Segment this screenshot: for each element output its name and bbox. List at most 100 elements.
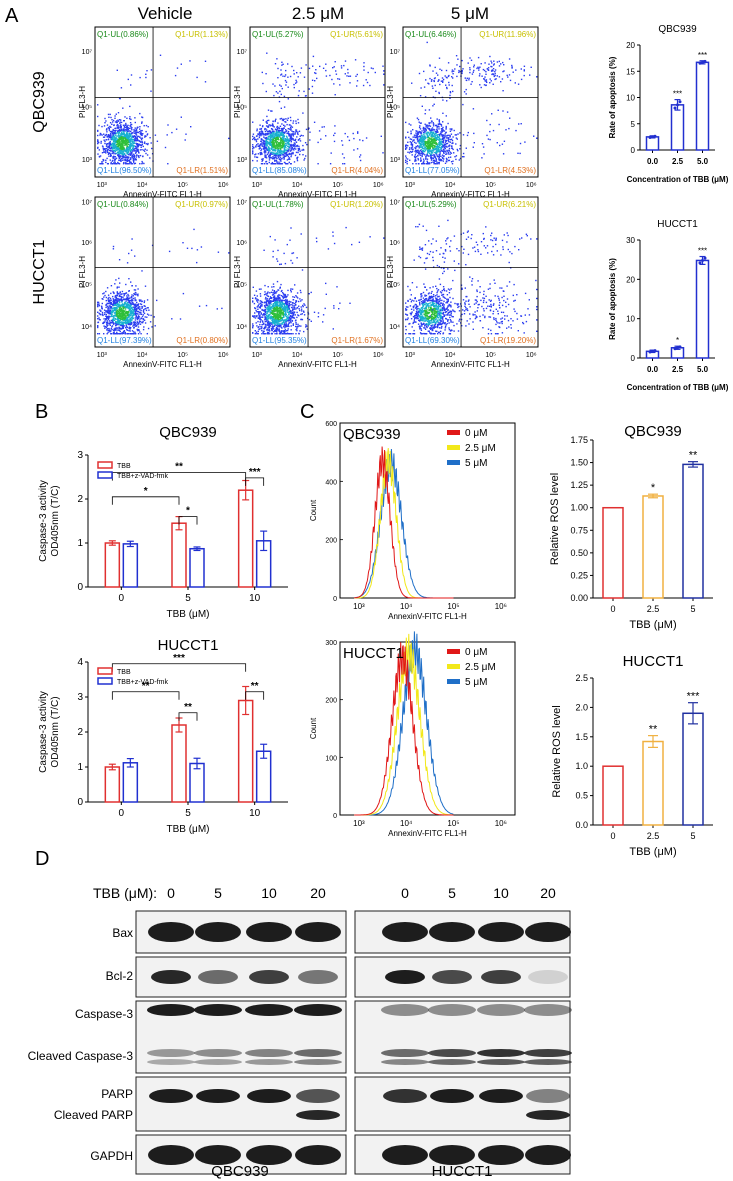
flow-event bbox=[270, 141, 273, 143]
flow-event bbox=[252, 121, 254, 123]
flow-event bbox=[305, 128, 308, 131]
flow-event bbox=[131, 301, 134, 304]
flow-event bbox=[108, 135, 111, 137]
flow-event bbox=[133, 306, 135, 308]
flow-event bbox=[270, 138, 273, 141]
flow-event bbox=[415, 136, 417, 139]
flow-event bbox=[145, 76, 147, 79]
flow-event bbox=[98, 141, 100, 144]
flow-event bbox=[126, 328, 128, 331]
flow-event bbox=[468, 79, 470, 81]
flow-event bbox=[417, 149, 419, 151]
flow-event bbox=[409, 150, 412, 153]
flow-event bbox=[411, 144, 414, 147]
flow-event bbox=[272, 139, 274, 141]
flow-event bbox=[269, 144, 271, 146]
flow-event bbox=[118, 97, 121, 100]
flow-event bbox=[128, 303, 130, 305]
flow-event bbox=[120, 119, 122, 121]
flow-event bbox=[383, 73, 385, 75]
flow-event bbox=[436, 146, 439, 148]
flow-event bbox=[431, 136, 433, 138]
flow-event bbox=[415, 142, 417, 144]
flow-event bbox=[529, 74, 531, 76]
flow-event bbox=[266, 144, 269, 146]
flow-event bbox=[428, 149, 430, 151]
flow-event bbox=[265, 157, 268, 159]
flow-event bbox=[122, 311, 124, 313]
x-tick-label: 10⁶ bbox=[373, 182, 384, 189]
flow-event bbox=[455, 55, 458, 57]
flow-event bbox=[433, 77, 436, 80]
flow-event bbox=[129, 152, 131, 154]
flow-event bbox=[128, 305, 131, 307]
flow-event bbox=[113, 162, 115, 164]
flow-event bbox=[286, 136, 288, 138]
flow-event bbox=[140, 303, 143, 306]
flow-event bbox=[434, 66, 436, 69]
flow-event bbox=[130, 333, 132, 335]
flow-event bbox=[491, 69, 493, 71]
flow-event bbox=[442, 157, 444, 159]
flow-event bbox=[130, 140, 132, 142]
flow-event bbox=[429, 130, 431, 132]
flow-event bbox=[450, 133, 453, 135]
flow-event bbox=[267, 149, 269, 151]
flow-event bbox=[282, 144, 284, 147]
flow-event bbox=[359, 154, 362, 156]
flow-event bbox=[451, 145, 453, 147]
flow-event bbox=[97, 153, 99, 155]
flow-event bbox=[278, 306, 281, 309]
flow-event bbox=[449, 94, 451, 97]
flow-event bbox=[430, 153, 432, 156]
flow-event bbox=[118, 294, 121, 296]
flow-event bbox=[279, 151, 281, 153]
flow-event bbox=[254, 156, 256, 158]
flow-event bbox=[267, 136, 270, 138]
flow-event bbox=[268, 161, 270, 164]
flow-event bbox=[268, 317, 270, 319]
flow-event bbox=[429, 150, 431, 152]
flow-event bbox=[280, 158, 282, 160]
flow-event bbox=[107, 134, 109, 136]
flow-event bbox=[132, 317, 134, 319]
flow-event bbox=[456, 148, 458, 151]
flow-event bbox=[439, 123, 441, 125]
flow-event bbox=[109, 331, 111, 333]
flow-event bbox=[118, 140, 120, 142]
flow-event bbox=[130, 130, 132, 133]
flow-event bbox=[332, 67, 334, 69]
flow-event bbox=[255, 322, 257, 324]
flow-plot-frame bbox=[402, 26, 539, 178]
flow-event bbox=[256, 298, 258, 300]
flow-event bbox=[114, 295, 116, 297]
flow-event bbox=[277, 155, 279, 157]
flow-event bbox=[126, 303, 129, 305]
flow-event bbox=[275, 152, 278, 154]
flow-event bbox=[123, 156, 126, 158]
flow-event bbox=[489, 55, 491, 58]
flow-event bbox=[104, 310, 107, 312]
flow-event bbox=[304, 95, 307, 97]
flow-event bbox=[267, 138, 269, 140]
flow-event bbox=[147, 142, 149, 145]
flow-event bbox=[517, 83, 520, 85]
flow-event bbox=[427, 142, 430, 144]
flow-event bbox=[286, 139, 288, 142]
flow-event bbox=[417, 137, 419, 139]
flow-event bbox=[101, 152, 104, 154]
flow-event bbox=[287, 76, 289, 78]
flow-event bbox=[446, 142, 449, 145]
flow-event bbox=[299, 298, 301, 300]
flow-event bbox=[107, 136, 109, 138]
flow-event bbox=[296, 72, 298, 74]
flow-event bbox=[511, 66, 513, 68]
flow-event bbox=[118, 309, 120, 311]
flow-event bbox=[449, 130, 452, 132]
flow-event bbox=[290, 325, 292, 327]
flow-event bbox=[113, 146, 115, 148]
flow-event bbox=[476, 67, 478, 70]
flow-event bbox=[135, 152, 137, 154]
flow-event bbox=[263, 328, 266, 330]
flow-event bbox=[287, 163, 289, 165]
